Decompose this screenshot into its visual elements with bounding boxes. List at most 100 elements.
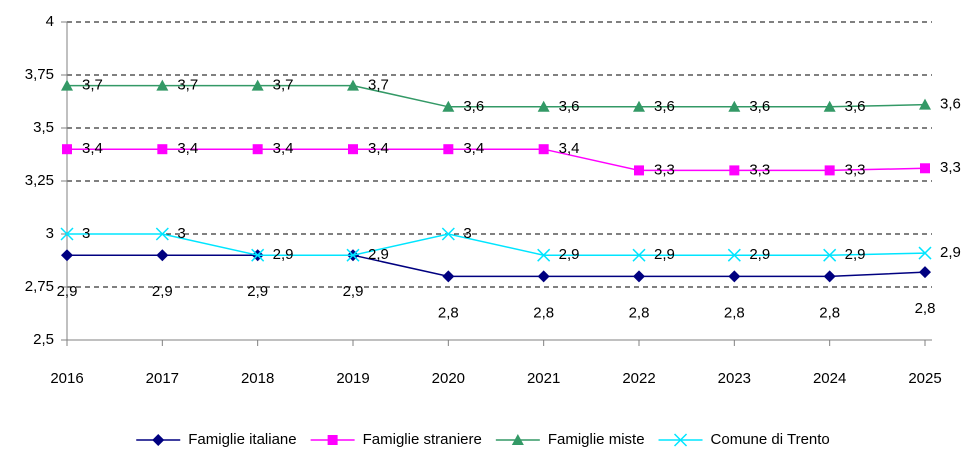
data-label: 2,8 <box>438 304 459 321</box>
y-tick-label: 4 <box>46 13 54 30</box>
x-tick-label: 2016 <box>50 370 83 387</box>
data-label: 3,6 <box>559 98 580 115</box>
data-label: 3,7 <box>368 77 389 94</box>
data-point <box>347 79 359 91</box>
series-line <box>67 84 926 108</box>
data-label: 3,3 <box>749 161 770 178</box>
data-label: 2,9 <box>654 246 675 263</box>
data-point <box>538 144 549 155</box>
series-line <box>67 233 926 256</box>
data-label: 2,9 <box>57 283 78 300</box>
x-tick-label: 2022 <box>622 370 655 387</box>
x-tick-label: 2020 <box>432 370 465 387</box>
data-point <box>441 227 455 241</box>
legend: Famiglie italiane Famiglie straniere Famig… <box>136 431 830 448</box>
data-point <box>633 270 645 283</box>
y-tick-label: 2,75 <box>25 278 54 295</box>
data-label: 3,7 <box>273 77 294 94</box>
data-point <box>919 98 931 110</box>
data-label: 3,4 <box>82 140 103 157</box>
y-tick-label: 3,75 <box>25 66 54 83</box>
data-point <box>823 100 836 112</box>
data-label: 3 <box>82 225 90 242</box>
y-tick-label: 2,5 <box>33 331 54 348</box>
series-line <box>67 254 926 278</box>
data-point <box>824 165 835 176</box>
data-label: 2,9 <box>247 283 268 300</box>
y-tick-label: 3 <box>46 225 54 242</box>
data-label: 2,9 <box>940 244 961 261</box>
data-label: 3,7 <box>82 77 103 94</box>
legend-label: Famiglie miste <box>548 431 645 448</box>
data-label: 3,6 <box>845 98 866 115</box>
y-tick-label: 3,25 <box>25 172 54 189</box>
data-label: 2,9 <box>559 246 580 263</box>
data-point <box>442 100 455 112</box>
data-label: 3,6 <box>654 98 675 115</box>
data-point <box>727 248 741 262</box>
data-label: 3,4 <box>273 140 294 157</box>
data-label: 3,6 <box>749 98 770 115</box>
data-label: 3 <box>177 225 185 242</box>
data-point <box>156 79 169 91</box>
data-label: 3,6 <box>940 96 961 113</box>
data-point <box>728 270 741 283</box>
data-point <box>60 227 74 241</box>
legend-marker <box>511 434 524 445</box>
data-label: 3,4 <box>177 140 198 157</box>
data-point <box>252 144 263 155</box>
data-point <box>920 163 930 174</box>
data-point <box>537 100 550 112</box>
series-line <box>67 148 926 172</box>
data-point <box>443 144 454 155</box>
data-point <box>537 270 550 283</box>
data-label: 2,9 <box>343 283 364 300</box>
data-point <box>729 165 740 176</box>
data-point <box>633 100 645 112</box>
data-label: 3,3 <box>654 161 675 178</box>
data-label: 3 <box>463 225 471 242</box>
data-point <box>442 270 455 283</box>
data-point <box>251 248 265 262</box>
data-point <box>155 227 169 241</box>
data-label: 2,9 <box>152 283 173 300</box>
data-label: 3,3 <box>845 161 866 178</box>
data-label: 2,8 <box>533 304 554 321</box>
data-point <box>634 165 644 176</box>
x-tick-label: 2025 <box>908 370 941 387</box>
data-point <box>61 79 73 91</box>
data-point <box>537 248 551 262</box>
data-point <box>348 144 358 155</box>
data-label: 2,9 <box>749 246 770 263</box>
legend-marker <box>152 434 165 446</box>
data-point <box>157 144 168 155</box>
x-tick-label: 2018 <box>241 370 274 387</box>
y-tick-label: 3,5 <box>33 119 54 136</box>
data-point <box>156 249 169 262</box>
legend-label: Comune di Trento <box>711 431 830 448</box>
data-label: 2,9 <box>845 246 866 263</box>
legend-marker <box>674 433 688 447</box>
x-tick-label: 2019 <box>336 370 369 387</box>
data-label: 2,8 <box>819 304 840 321</box>
data-label: 3,4 <box>559 140 580 157</box>
legend-marker <box>327 435 338 445</box>
data-point <box>632 248 646 262</box>
data-point <box>728 100 741 112</box>
data-label: 2,9 <box>273 246 294 263</box>
legend-label: Famiglie straniere <box>363 431 482 448</box>
x-tick-label: 2024 <box>813 370 846 387</box>
data-label: 3,7 <box>177 77 198 94</box>
data-label: 3,6 <box>463 98 484 115</box>
data-point <box>346 248 360 262</box>
data-label: 2,9 <box>368 246 389 263</box>
data-label: 2,8 <box>724 304 745 321</box>
data-point <box>823 248 837 262</box>
data-label: 3,4 <box>368 140 389 157</box>
data-point <box>823 270 836 283</box>
data-point <box>62 144 72 155</box>
x-tick-label: 2023 <box>718 370 751 387</box>
legend-label: Famiglie italiane <box>188 431 296 448</box>
data-point <box>251 79 264 91</box>
